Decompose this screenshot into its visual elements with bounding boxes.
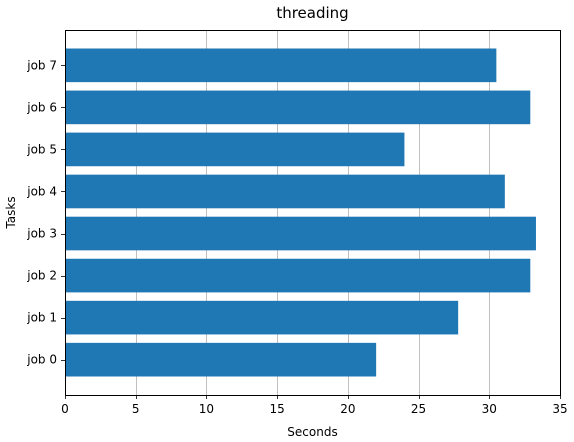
grid-lines bbox=[65, 30, 561, 395]
y-tick-label-2: job 2 bbox=[26, 269, 57, 283]
y-tick-label-7: job 7 bbox=[26, 58, 57, 72]
y-tick-label-0: job 0 bbox=[26, 353, 57, 367]
bar-job-5 bbox=[65, 132, 405, 167]
x-tick-label-6: 30 bbox=[482, 402, 497, 416]
y-axis-label: Tasks bbox=[4, 196, 18, 229]
chart-title: threading bbox=[276, 4, 348, 22]
y-axis: job 0 job 1 job 2 job 3 job 4 job 5 job 6 job 7 bbox=[26, 58, 65, 367]
y-tick-label-3: job 3 bbox=[26, 227, 57, 241]
x-tick-label-5: 25 bbox=[411, 402, 426, 416]
x-tick-label-4: 20 bbox=[340, 402, 355, 416]
bar-job-1 bbox=[65, 300, 459, 335]
y-tick-label-4: job 4 bbox=[26, 184, 57, 198]
bar-job-6 bbox=[65, 90, 531, 125]
y-tick-label-1: job 1 bbox=[26, 311, 57, 325]
x-tick-label-3: 15 bbox=[270, 402, 285, 416]
y-tick-label-6: job 6 bbox=[26, 100, 57, 114]
x-tick-label-7: 35 bbox=[552, 402, 567, 416]
x-axis: 0 5 10 15 20 25 30 35 bbox=[61, 395, 568, 416]
bar-job-4 bbox=[65, 174, 505, 209]
bar-job-2 bbox=[65, 258, 531, 293]
plot-frame bbox=[65, 30, 561, 396]
x-tick-label-0: 0 bbox=[61, 402, 69, 416]
x-axis-label: Seconds bbox=[287, 425, 337, 439]
x-tick-label-1: 5 bbox=[132, 402, 140, 416]
bar-job-7 bbox=[65, 48, 497, 83]
bar-job-3 bbox=[65, 216, 536, 251]
y-tick-label-5: job 5 bbox=[26, 142, 57, 156]
bar-job-0 bbox=[65, 342, 377, 377]
x-tick-label-2: 10 bbox=[199, 402, 214, 416]
bars bbox=[65, 48, 536, 377]
